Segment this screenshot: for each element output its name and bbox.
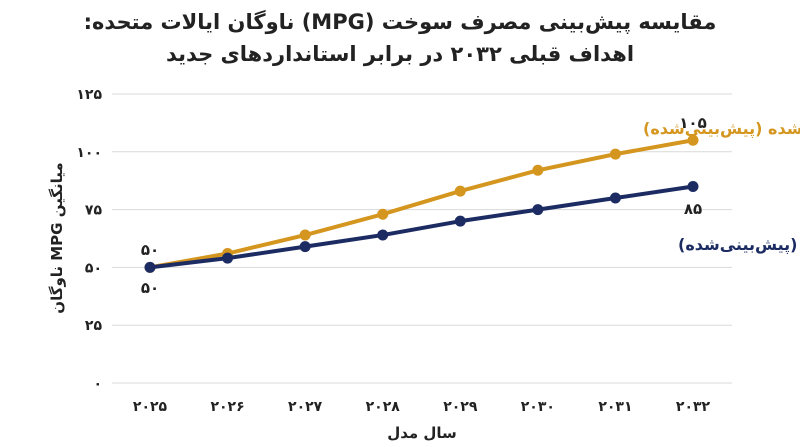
x-tick-label: ۲۰۲۵ (133, 399, 168, 415)
x-tick-label: ۲۰۲۷ (288, 399, 323, 415)
data-point (609, 192, 621, 204)
x-tick-label: ۲۰۲۸ (366, 399, 401, 415)
y-tick-label: ۱۰۰ (76, 145, 102, 161)
chart-title-line-1: مقایسه پیش‌بینی مصرف سوخت (MPG) ناوگان ا… (83, 10, 717, 34)
y-tick-label: ۵۰ (85, 260, 102, 276)
data-point (377, 229, 389, 241)
y-axis-label: میانگین MPG ناوگان (48, 162, 66, 313)
data-label-start-new-standards: ۵۰ (141, 241, 159, 259)
data-point (532, 164, 544, 176)
data-point (609, 148, 621, 160)
y-tick-label: ۷۵ (85, 203, 103, 219)
data-label-end-new-standards: ۱۰۵ (679, 114, 706, 132)
chart-title-line-2: اهداف قبلی ۲۰۳۲ در برابر استانداردهای جد… (165, 42, 635, 66)
x-tick-label: ۲۰۳۲ (676, 399, 711, 415)
data-point (299, 241, 311, 253)
data-point (687, 180, 699, 192)
x-tick-label: ۲۰۳۱ (598, 399, 632, 415)
x-tick-label: ۲۰۲۶ (210, 399, 244, 415)
data-point (454, 185, 466, 197)
x-tick-label: ۲۰۳۰ (521, 399, 555, 415)
data-point (687, 134, 699, 146)
data-point (454, 215, 466, 227)
y-tick-label: ۰ (93, 376, 102, 392)
x-tick-label: ۲۰۲۹ (443, 399, 478, 415)
data-point (532, 204, 544, 216)
data-point (144, 261, 156, 273)
y-tick-label: ۲۵ (85, 318, 103, 334)
data-label-start-previous-targets: ۵۰ (141, 279, 159, 297)
x-axis-label: سال مدل (387, 424, 457, 442)
series-label-previous-targets: اهداف قبلی ۲۰۳۲ (پیش‌بینی‌شده) (678, 235, 800, 255)
data-point (222, 252, 234, 264)
data-label-end-previous-targets: ۸۵ (684, 200, 702, 218)
data-point (377, 208, 389, 220)
series-line-1 (148, 138, 695, 270)
y-tick-label: ۱۲۵ (76, 87, 102, 103)
series-label-new-standards: استانداردهای جدید نهایی‌شده (پیش‌بینی‌شد… (643, 119, 800, 139)
series-line-2 (148, 184, 695, 270)
data-point (299, 229, 311, 241)
